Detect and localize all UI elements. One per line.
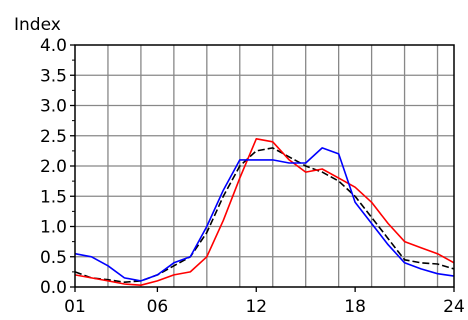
y-axis-ticks: 0.0 0.5 1.0 1.5 2.0 2.5 3.0 3.5 4.0 xyxy=(40,36,75,298)
x-tick-label: 01 xyxy=(64,297,86,317)
x-tick-label: 06 xyxy=(147,297,169,317)
y-tick-label: 3.0 xyxy=(40,97,67,117)
y-tick-label: 1.0 xyxy=(40,218,67,238)
y-tick-label: 2.5 xyxy=(40,127,67,147)
x-tick-label: 12 xyxy=(245,297,267,317)
x-tick-label: 24 xyxy=(443,297,465,317)
y-axis-title: Index xyxy=(14,15,61,35)
y-tick-label: 2.0 xyxy=(40,157,67,177)
series-lines xyxy=(74,138,455,286)
series-line-3 xyxy=(74,147,455,282)
x-tick-label: 18 xyxy=(344,297,366,317)
series-line-2 xyxy=(74,138,455,286)
series-line-1 xyxy=(74,147,455,283)
x-axis-ticks: 01 06 12 18 24 xyxy=(64,287,465,317)
y-tick-label: 4.0 xyxy=(40,36,67,56)
y-tick-label: 3.5 xyxy=(40,66,67,86)
y-tick-label: 1.5 xyxy=(40,187,67,207)
y-tick-label: 0.5 xyxy=(40,248,67,268)
y-tick-label: 0.0 xyxy=(40,278,67,298)
